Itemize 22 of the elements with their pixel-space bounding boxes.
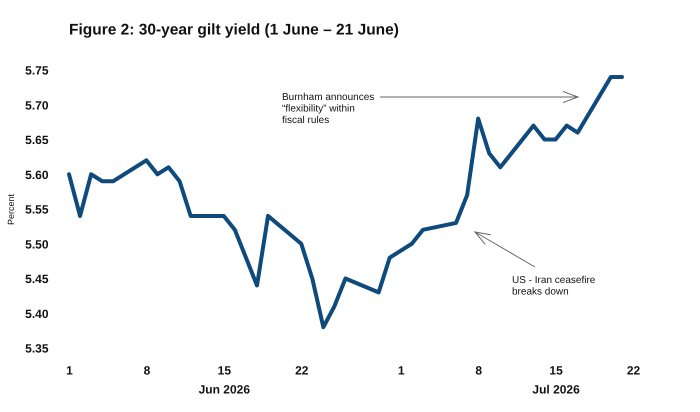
y-tick-label: 5.40 (25, 306, 49, 321)
y-tick-label: 5.75 (25, 64, 49, 78)
chart-title: Figure 2: 30-year gilt yield (1 June – 21 June) (69, 22, 399, 38)
y-tick-label: 5.35 (25, 342, 49, 356)
line-series (67, 74, 624, 330)
x-tick-label: 8 (475, 364, 482, 378)
x-tick-label: 1 (66, 364, 74, 378)
y-tick-label: 5.65 (25, 133, 49, 147)
annotation: US - Iran ceasefire breaks down (512, 275, 596, 298)
y-tick-label: 5.50 (25, 237, 49, 252)
x-tick-label: 15 Jul 2026 (532, 364, 580, 396)
y-tick-label: 5.70 (25, 98, 49, 112)
annotation: Burnham announces “flexibility” within fiscal rules (282, 92, 374, 126)
x-tick-label: 1 (398, 364, 405, 378)
x-tick-label: 8 (144, 364, 151, 378)
y-tick-label: 5.45 (25, 272, 49, 286)
x-tick-label: 22 (295, 364, 309, 378)
x-tick-label: 22 (626, 364, 640, 378)
x-tick-label: 15 Jun 2026 (198, 364, 250, 396)
y-tick-label: 5.55 (25, 202, 49, 216)
y-tick-label: 5.60 (25, 168, 49, 182)
y-axis-title: Percent (6, 194, 16, 226)
